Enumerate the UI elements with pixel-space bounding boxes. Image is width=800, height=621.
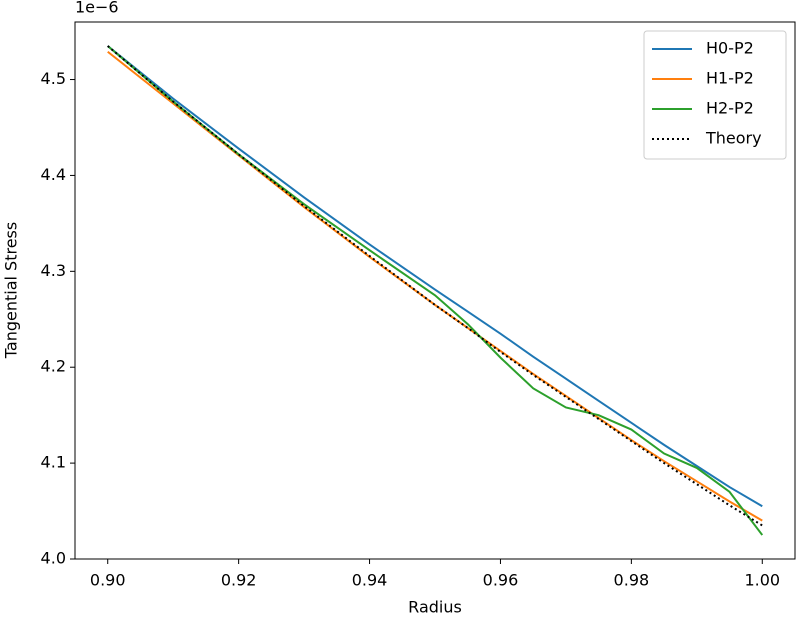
x-tick-label: 0.98: [614, 571, 650, 590]
offset-text: 1e−6: [75, 0, 119, 17]
legend-label: H0-P2: [706, 39, 754, 58]
x-tick-label: 0.94: [352, 571, 388, 590]
y-tick-label: 4.5: [41, 69, 66, 88]
x-tick-label: 0.92: [221, 571, 257, 590]
y-tick-label: 4.4: [41, 165, 66, 184]
series-line: [107, 45, 763, 508]
y-axis-label: Tangential Stress: [2, 222, 21, 359]
series-line: [107, 45, 763, 527]
y-tick-label: 4.2: [41, 357, 66, 376]
legend-label: Theory: [705, 129, 762, 148]
plot-frame: [74, 21, 796, 560]
legend-label: H2-P2: [706, 99, 754, 118]
legend-label: H1-P2: [706, 69, 754, 88]
legend-box: [643, 30, 787, 160]
y-tick-label: 4.3: [41, 261, 66, 280]
x-tick-label: 1.00: [744, 571, 780, 590]
x-tick-label: 0.96: [483, 571, 519, 590]
y-tick-label: 4.1: [41, 453, 66, 472]
series-line: [107, 50, 763, 522]
x-tick-label: 0.90: [90, 571, 126, 590]
y-tick-label: 4.0: [41, 549, 66, 568]
x-axis-label: Radius: [408, 598, 462, 617]
